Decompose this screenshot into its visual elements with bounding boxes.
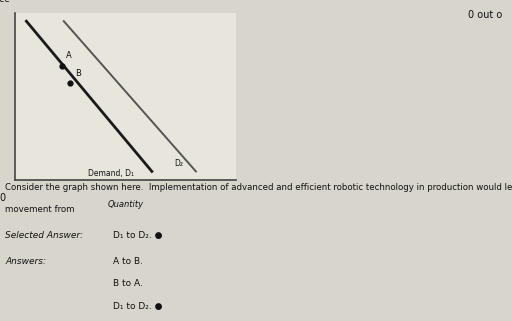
Text: A: A — [66, 51, 72, 60]
Text: D₂: D₂ — [174, 159, 183, 168]
Text: D₁ to D₂. ●: D₁ to D₂. ● — [113, 231, 162, 240]
Text: Quantity: Quantity — [108, 200, 143, 209]
Text: Selected Answer:: Selected Answer: — [5, 231, 83, 240]
Text: Price: Price — [0, 0, 11, 4]
Text: B: B — [75, 69, 81, 78]
Text: D₁ to D₂. ●: D₁ to D₂. ● — [113, 302, 162, 311]
Text: Demand, D₁: Demand, D₁ — [88, 169, 134, 178]
Text: 0 out o: 0 out o — [467, 10, 502, 20]
Text: Answers:: Answers: — [5, 257, 46, 266]
Text: Consider the graph shown here.  Implementation of advanced and efficient robotic: Consider the graph shown here. Implement… — [5, 183, 512, 192]
Text: A to B.: A to B. — [113, 257, 143, 266]
Text: 0: 0 — [0, 193, 5, 203]
Text: movement from: movement from — [5, 205, 75, 214]
Text: B to A.: B to A. — [113, 279, 142, 288]
